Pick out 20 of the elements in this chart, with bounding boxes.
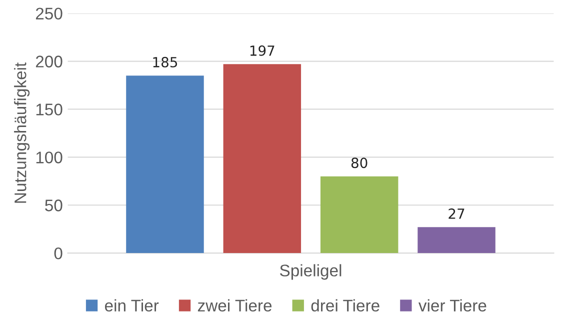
legend-label: zwei Tiere [198,299,272,312]
data-label: 185 [153,56,178,68]
y-tick-label: 200 [36,56,62,68]
bar [126,76,204,254]
data-label: 27 [448,208,464,219]
y-tick-label: 150 [36,104,62,116]
y-tick-label: 100 [36,152,62,164]
y-tick-label: 0 [54,247,62,260]
x-tick-label: Spieligel [280,264,342,280]
bar [320,176,398,254]
bar [223,64,302,254]
legend-label: drei Tiere [311,299,380,312]
y-tick-label: 50 [45,200,62,212]
legend-label: ein Tier [104,299,159,312]
bar [418,227,496,254]
y-axis-title: Nutzungshäufigkeit [14,62,30,203]
data-label: 197 [250,45,274,56]
legend-label: vier Tiere [418,299,486,312]
data-label: 80 [351,158,368,168]
y-tick-label: 250 [36,8,62,20]
